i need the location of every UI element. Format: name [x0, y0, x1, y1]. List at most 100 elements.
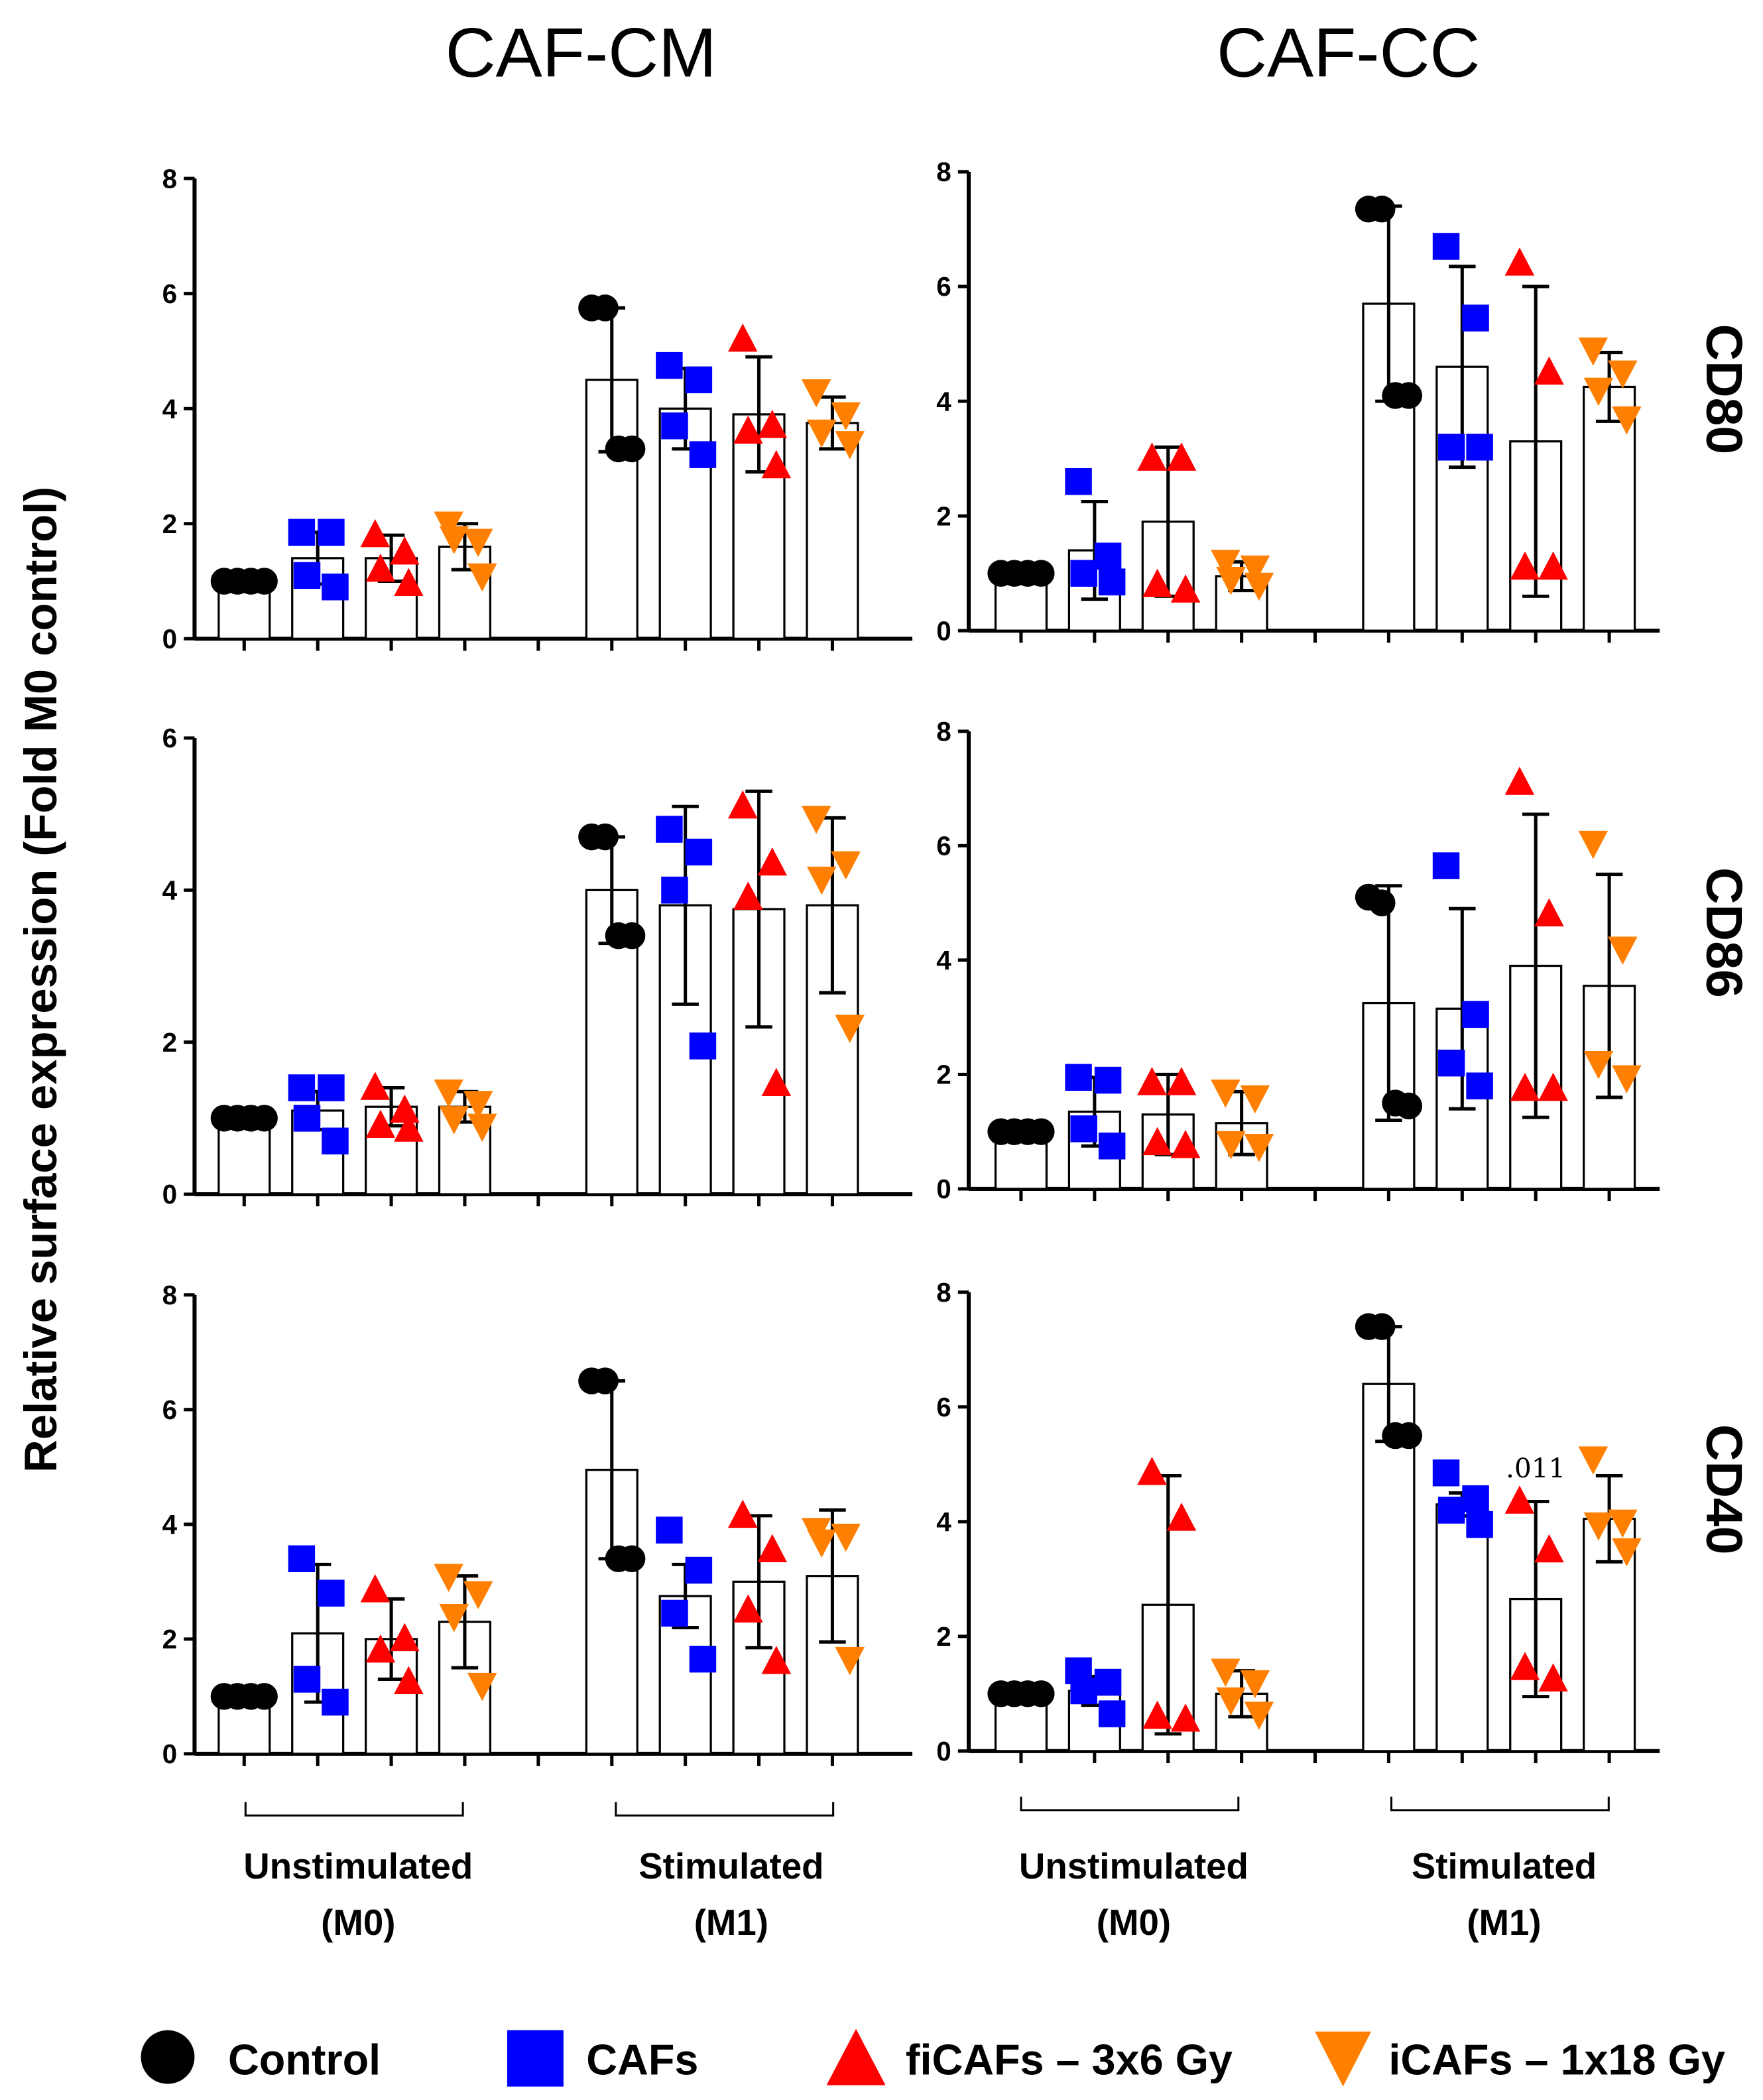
- data-point-icafs: [439, 526, 469, 554]
- data-point-cafs: [1432, 852, 1460, 879]
- data-point-icafs: [1578, 1446, 1609, 1475]
- data-point-control: [1395, 382, 1423, 409]
- data-point-icafs: [1608, 1509, 1638, 1538]
- group-label-m0-line1-right: Unstimulated: [1019, 1846, 1248, 1886]
- data-point-ficafs: [360, 519, 391, 548]
- data-point-control: [591, 1367, 619, 1394]
- y-tick-label: 6: [936, 831, 951, 861]
- data-point-icafs: [801, 379, 831, 408]
- data-point-control: [618, 922, 646, 950]
- data-point-control: [1028, 560, 1055, 587]
- data-point-icafs: [1240, 1670, 1270, 1699]
- data-point-cafs: [656, 816, 683, 843]
- data-point-ficafs: [1538, 1663, 1568, 1692]
- data-point-ficafs: [1166, 1503, 1197, 1531]
- data-point-icafs: [1211, 1658, 1241, 1687]
- data-point-cafs: [1094, 542, 1122, 570]
- data-point-ficafs: [394, 1113, 424, 1142]
- data-point-cafs: [689, 441, 717, 468]
- data-point-cafs: [322, 1127, 349, 1155]
- data-point-icafs: [1244, 1701, 1274, 1730]
- data-point-cafs: [293, 1666, 321, 1693]
- data-point-cafs: [1466, 1511, 1493, 1538]
- y-tick-label: 8: [162, 1280, 178, 1310]
- data-point-icafs: [1612, 1538, 1642, 1567]
- data-point-cafs: [1432, 1459, 1460, 1487]
- panel-caf-cm-cd86: 0 2 4 6: [162, 723, 913, 1209]
- data-point-cafs: [689, 1645, 717, 1673]
- data-point-control: [1028, 1118, 1055, 1145]
- data-point-control: [1368, 196, 1396, 223]
- panel-caf-cm-cd80: 0 2 4 6 8: [162, 163, 913, 654]
- data-point-icafs: [434, 511, 463, 540]
- data-point-icafs: [467, 1113, 497, 1143]
- data-point-ficafs: [394, 1666, 424, 1694]
- y-tick-label: 0: [936, 1174, 951, 1204]
- data-point-cafs: [1462, 1001, 1489, 1028]
- data-point-cafs: [661, 1599, 688, 1627]
- y-tick-label: 0: [936, 1736, 951, 1766]
- data-point-cafs: [318, 519, 345, 546]
- data-point-cafs: [288, 1074, 316, 1101]
- data-point-icafs: [463, 1091, 493, 1119]
- bar-m1-1: [1435, 1503, 1489, 1753]
- data-point-cafs: [685, 1556, 713, 1584]
- data-point-icafs: [439, 1106, 469, 1135]
- legend-marker-control: [141, 2030, 195, 2084]
- y-tick-label: 8: [162, 163, 178, 194]
- row-label-cd40: CD40: [1695, 1424, 1752, 1555]
- data-point-control: [591, 294, 619, 322]
- data-point-ficafs: [1510, 1072, 1540, 1101]
- y-tick-label: 2: [936, 1060, 951, 1090]
- data-point-ficafs: [1538, 1072, 1568, 1101]
- data-point-ficafs: [360, 1574, 391, 1603]
- data-point-cafs: [1098, 568, 1126, 595]
- data-point-control: [251, 1683, 278, 1710]
- data-point-cafs: [656, 351, 683, 379]
- data-point-icafs: [835, 1646, 865, 1676]
- data-point-ficafs: [1534, 356, 1564, 385]
- data-point-cafs: [1437, 434, 1465, 461]
- y-tick-label: 6: [162, 723, 178, 753]
- data-point-cafs: [656, 1516, 683, 1544]
- y-tick-label: 0: [936, 615, 951, 646]
- data-point-cafs: [1462, 304, 1489, 332]
- data-point-ficafs: [1170, 1703, 1201, 1732]
- group-label-m1-line1: Stimulated: [638, 1846, 823, 1886]
- y-tick-label: 2: [162, 1027, 178, 1058]
- group-brackets: [244, 1796, 1610, 1817]
- data-point-ficafs: [1538, 551, 1568, 580]
- data-point-ficafs: [394, 568, 424, 597]
- group-label-m0-line2-right: (M0): [1097, 1902, 1171, 1943]
- data-point-icafs: [835, 431, 865, 460]
- group-label-m0-line2: (M0): [321, 1902, 395, 1943]
- data-point-ficafs: [1534, 898, 1564, 927]
- data-point-cafs: [293, 1105, 321, 1132]
- y-tick-label: 6: [936, 271, 951, 302]
- y-tick-label: 8: [936, 716, 951, 747]
- data-point-ficafs: [1504, 767, 1535, 795]
- data-point-cafs: [1432, 233, 1460, 260]
- data-point-control: [1395, 1422, 1423, 1450]
- data-point-control: [591, 823, 619, 851]
- y-tick-label: 4: [162, 875, 178, 906]
- data-point-icafs: [1578, 338, 1609, 366]
- legend-label-cafs: CAFs: [586, 2036, 698, 2084]
- data-point-cafs: [1065, 1064, 1092, 1091]
- data-point-ficafs: [365, 1634, 396, 1663]
- data-point-control: [251, 568, 278, 595]
- row-label-cd86: CD86: [1695, 867, 1752, 998]
- data-point-icafs: [1211, 1080, 1241, 1108]
- data-point-ficafs: [757, 1534, 788, 1562]
- data-point-control: [1368, 1313, 1396, 1340]
- group-label-m0-line1: Unstimulated: [243, 1846, 473, 1886]
- data-point-icafs: [1244, 572, 1274, 601]
- data-point-ficafs: [1166, 1067, 1197, 1095]
- data-point-icafs: [1583, 377, 1614, 406]
- data-point-control: [1028, 1680, 1055, 1707]
- y-tick-label: 2: [162, 509, 178, 539]
- y-tick-label: 4: [162, 393, 178, 424]
- data-point-cafs: [1070, 1677, 1097, 1705]
- data-point-icafs: [463, 528, 493, 558]
- data-point-icafs: [1216, 1687, 1246, 1716]
